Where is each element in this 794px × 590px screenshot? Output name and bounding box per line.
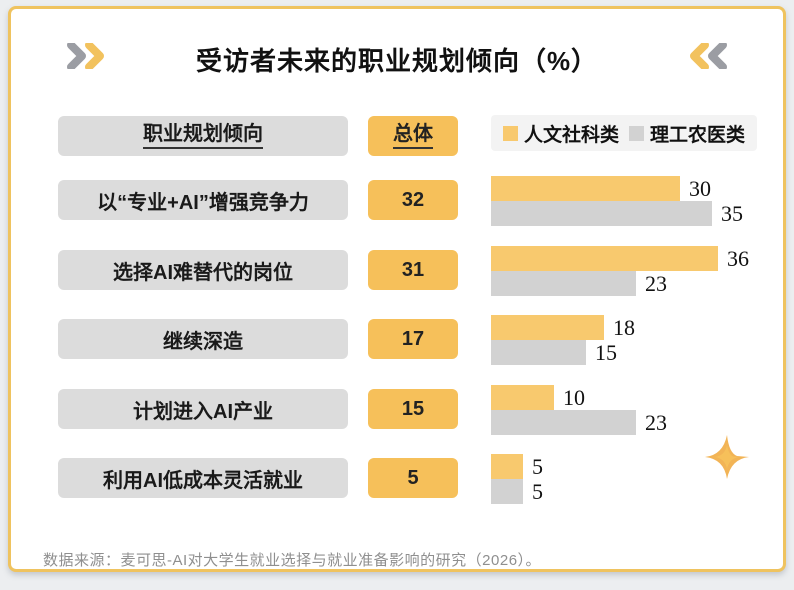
column-header-total: 总体	[368, 116, 458, 156]
bar-value-stem: 23	[645, 410, 667, 435]
bar-humanities	[491, 385, 554, 410]
bar-value-humanities: 10	[563, 385, 585, 410]
total-value: 5	[368, 458, 458, 498]
bar-humanities	[491, 315, 604, 340]
legend-label-stem: 理工农医类	[650, 124, 746, 146]
category-label: 计划进入AI产业	[58, 389, 348, 429]
chevrons-left-icon	[690, 43, 727, 69]
legend-swatch-humanities-icon	[502, 125, 518, 141]
column-header-category-label: 职业规划倾向	[143, 123, 263, 149]
chart-legend: 人文社科类 理工农医类	[491, 115, 757, 151]
bar-stem	[491, 340, 586, 365]
bar-value-humanities: 36	[727, 246, 749, 271]
legend-swatch-stem-icon	[629, 125, 644, 141]
column-header-total-label: 总体	[393, 123, 433, 149]
bar-value-humanities: 5	[532, 454, 543, 479]
total-value: 15	[368, 389, 458, 429]
bar-stem	[491, 479, 523, 504]
bar-humanities	[491, 454, 523, 479]
bar-value-stem: 15	[595, 340, 617, 365]
bar-stem	[491, 410, 636, 435]
bar-value-stem: 23	[645, 271, 667, 296]
source-note: 数据来源：麦可思-AI对大学生就业选择与就业准备影响的研究（2026）。	[43, 552, 542, 569]
bar-stem	[491, 201, 712, 226]
bar-value-stem: 35	[721, 201, 743, 226]
infographic-card: 受访者未来的职业规划倾向（%） 职业规划倾向 总体 人文社科类 理工农医类 以“…	[8, 6, 786, 572]
total-value: 31	[368, 250, 458, 290]
total-value: 17	[368, 319, 458, 359]
category-label: 利用AI低成本灵活就业	[58, 458, 348, 498]
legend-label-humanities: 人文社科类	[523, 124, 619, 146]
bar-stem	[491, 271, 636, 296]
category-label: 以“专业+AI”增强竞争力	[58, 180, 348, 220]
bar-value-humanities: 18	[613, 315, 635, 340]
bar-humanities	[491, 246, 718, 271]
category-label: 继续深造	[58, 319, 348, 359]
sparkle-icon	[705, 435, 749, 479]
bar-value-humanities: 30	[689, 176, 711, 201]
bar-value-stem: 5	[532, 479, 543, 504]
total-value: 32	[368, 180, 458, 220]
bar-humanities	[491, 176, 680, 201]
column-header-category: 职业规划倾向	[58, 116, 348, 156]
category-label: 选择AI难替代的岗位	[58, 250, 348, 290]
chevrons-right-icon	[67, 43, 104, 69]
page-title: 受访者未来的职业规划倾向（%）	[195, 46, 599, 76]
